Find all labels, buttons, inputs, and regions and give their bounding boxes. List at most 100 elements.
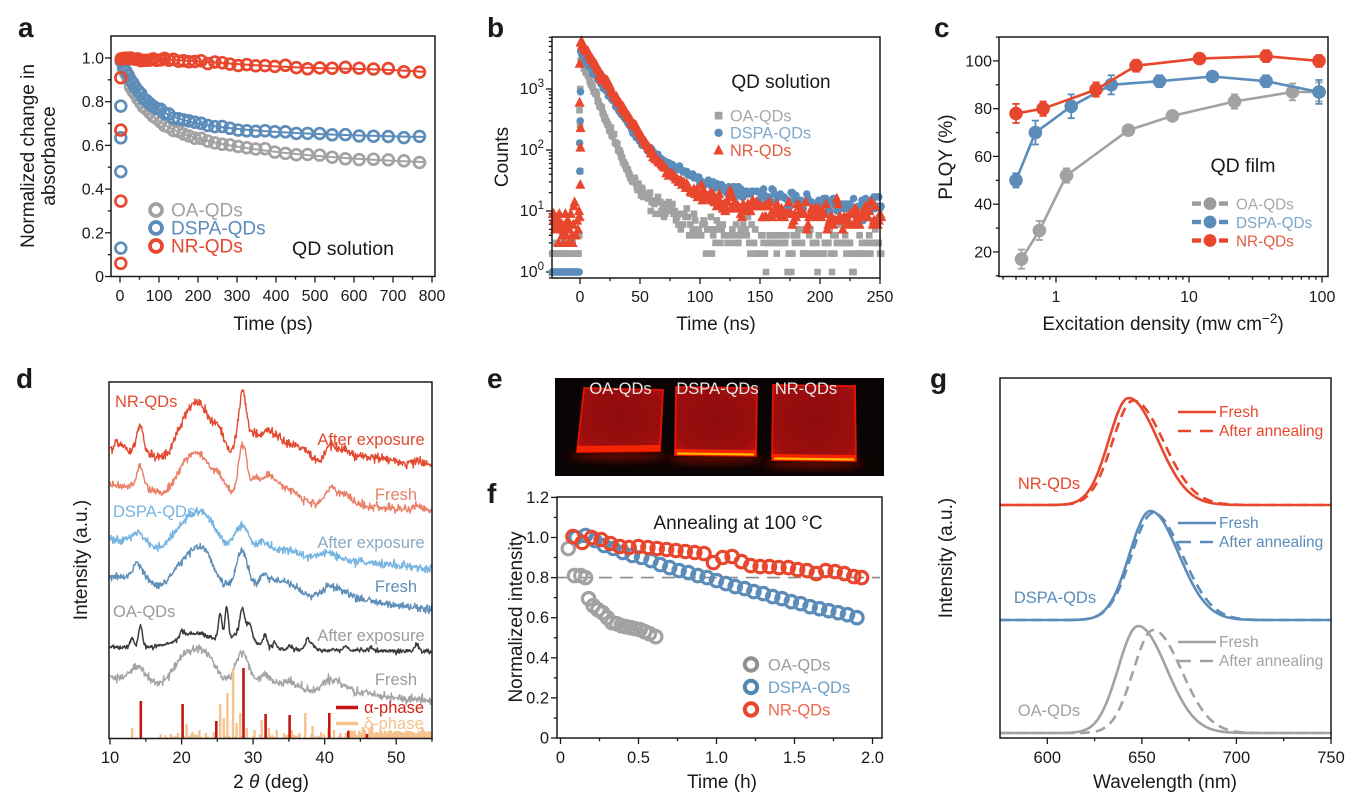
svg-text:OA-QDs: OA-QDs [589, 380, 651, 398]
svg-text:0.2: 0.2 [82, 225, 104, 242]
svg-text:40: 40 [974, 197, 992, 214]
svg-text:Fresh: Fresh [1219, 634, 1259, 651]
svg-text:Time (h): Time (h) [687, 772, 757, 793]
svg-text:0: 0 [116, 288, 125, 305]
svg-text:0.4: 0.4 [526, 649, 549, 667]
svg-text:c: c [934, 12, 950, 43]
svg-text:NR-QDs: NR-QDs [171, 237, 243, 258]
svg-text:Time (ns): Time (ns) [676, 314, 756, 335]
svg-text:absorbance: absorbance [39, 106, 60, 205]
svg-text:650: 650 [1128, 749, 1156, 767]
svg-text:20: 20 [172, 749, 190, 767]
svg-text:NR-QDs: NR-QDs [115, 393, 177, 411]
svg-text:100: 100 [1309, 289, 1336, 306]
svg-text:40: 40 [316, 749, 334, 767]
svg-text:100: 100 [687, 289, 714, 306]
svg-text:0: 0 [556, 749, 565, 767]
svg-text:200: 200 [807, 289, 834, 306]
svg-text:60: 60 [974, 149, 992, 166]
svg-text:1.0: 1.0 [82, 51, 104, 68]
svg-text:DSPA-QDs: DSPA-QDs [1014, 589, 1096, 607]
svg-text:700: 700 [380, 288, 407, 305]
svg-text:QD film: QD film [1211, 155, 1276, 177]
svg-text:f: f [487, 478, 497, 509]
svg-text:OA-QDs: OA-QDs [768, 657, 830, 675]
svg-text:DSPA-QDs: DSPA-QDs [171, 219, 266, 240]
svg-text:NR-QDs: NR-QDs [1018, 475, 1080, 493]
svg-text:800: 800 [419, 288, 446, 305]
svg-text:DSPA-QDs: DSPA-QDs [730, 125, 811, 143]
svg-text:150: 150 [747, 289, 774, 306]
svg-text:d: d [16, 363, 33, 394]
svg-text:700: 700 [1223, 749, 1251, 767]
svg-text:30: 30 [244, 749, 262, 767]
svg-text:250: 250 [867, 289, 894, 306]
svg-text:OA-QDs: OA-QDs [730, 108, 792, 126]
svg-text:DSPA-QDs: DSPA-QDs [113, 503, 195, 521]
svg-text:20: 20 [974, 244, 992, 261]
svg-text:Fresh: Fresh [1219, 515, 1259, 532]
svg-text:0.8: 0.8 [82, 94, 104, 111]
svg-text:NR-QDs: NR-QDs [768, 702, 830, 720]
svg-text:0: 0 [540, 730, 549, 748]
svg-text:a: a [18, 12, 34, 43]
svg-text:Time (ps): Time (ps) [233, 314, 313, 335]
svg-text:750: 750 [1317, 749, 1345, 767]
svg-text:After annealing: After annealing [1219, 653, 1323, 670]
svg-text:0.5: 0.5 [627, 749, 650, 767]
svg-text:Fresh: Fresh [375, 671, 417, 689]
svg-text:1: 1 [1052, 289, 1061, 306]
svg-text:QD solution: QD solution [731, 72, 830, 93]
svg-text:DSPA-QDs: DSPA-QDs [676, 380, 758, 398]
svg-text:NR-QDs: NR-QDs [730, 142, 792, 160]
svg-text:0: 0 [95, 269, 104, 286]
svg-text:Fresh: Fresh [1219, 404, 1259, 421]
svg-text:0.4: 0.4 [82, 182, 104, 199]
svg-text:300: 300 [224, 288, 251, 305]
svg-text:100: 100 [146, 288, 173, 305]
svg-text:0.2: 0.2 [526, 689, 549, 707]
svg-text:DSPA-QDs: DSPA-QDs [1236, 215, 1313, 232]
svg-text:Annealing at 100 °C: Annealing at 100 °C [653, 513, 822, 534]
svg-text:α-phase: α-phase [364, 699, 424, 717]
svg-text:After exposure: After exposure [317, 534, 424, 552]
svg-text:OA-QDs: OA-QDs [171, 201, 243, 222]
svg-text:10: 10 [101, 749, 119, 767]
svg-text:2 θ (deg): 2 θ (deg) [233, 772, 309, 793]
svg-text:200: 200 [185, 288, 212, 305]
svg-text:80: 80 [974, 101, 992, 118]
svg-text:600: 600 [341, 288, 368, 305]
svg-text:400: 400 [263, 288, 290, 305]
svg-text:g: g [930, 363, 947, 394]
svg-text:50: 50 [631, 289, 649, 306]
svg-text:OA-QDs: OA-QDs [113, 603, 175, 621]
svg-text:Fresh: Fresh [375, 486, 417, 504]
svg-text:OA-QDs: OA-QDs [1018, 702, 1080, 720]
svg-text:Fresh: Fresh [375, 578, 417, 596]
svg-text:1.0: 1.0 [526, 529, 549, 547]
svg-text:b: b [487, 12, 504, 43]
svg-text:After exposure: After exposure [317, 627, 424, 645]
svg-text:0.6: 0.6 [526, 609, 549, 627]
svg-text:After exposure: After exposure [317, 431, 424, 449]
svg-text:NR-QDs: NR-QDs [1236, 233, 1294, 250]
svg-text:After annealing: After annealing [1219, 423, 1323, 440]
svg-text:DSPA-QDs: DSPA-QDs [768, 679, 850, 697]
svg-text:Normalized intensity: Normalized intensity [506, 531, 527, 703]
svg-text:Intensity (a.u.): Intensity (a.u.) [71, 500, 92, 620]
svg-text:After annealing: After annealing [1219, 534, 1323, 551]
svg-text:1.0: 1.0 [705, 749, 728, 767]
svg-text:50: 50 [387, 749, 405, 767]
svg-text:1.2: 1.2 [526, 489, 549, 507]
svg-text:Excitation density (mw cm−2): Excitation density (mw cm−2) [1042, 311, 1283, 335]
svg-text:500: 500 [302, 288, 329, 305]
svg-text:0: 0 [576, 289, 585, 306]
svg-text:0.8: 0.8 [526, 569, 549, 587]
svg-text:OA-QDs: OA-QDs [1236, 196, 1294, 213]
svg-text:Counts: Counts [492, 127, 513, 187]
svg-text:Intensity (a.u.): Intensity (a.u.) [936, 498, 957, 618]
svg-text:2.0: 2.0 [861, 749, 884, 767]
svg-text:100: 100 [965, 53, 992, 70]
svg-text:e: e [487, 363, 503, 394]
svg-text:δ-phase: δ-phase [364, 715, 424, 733]
